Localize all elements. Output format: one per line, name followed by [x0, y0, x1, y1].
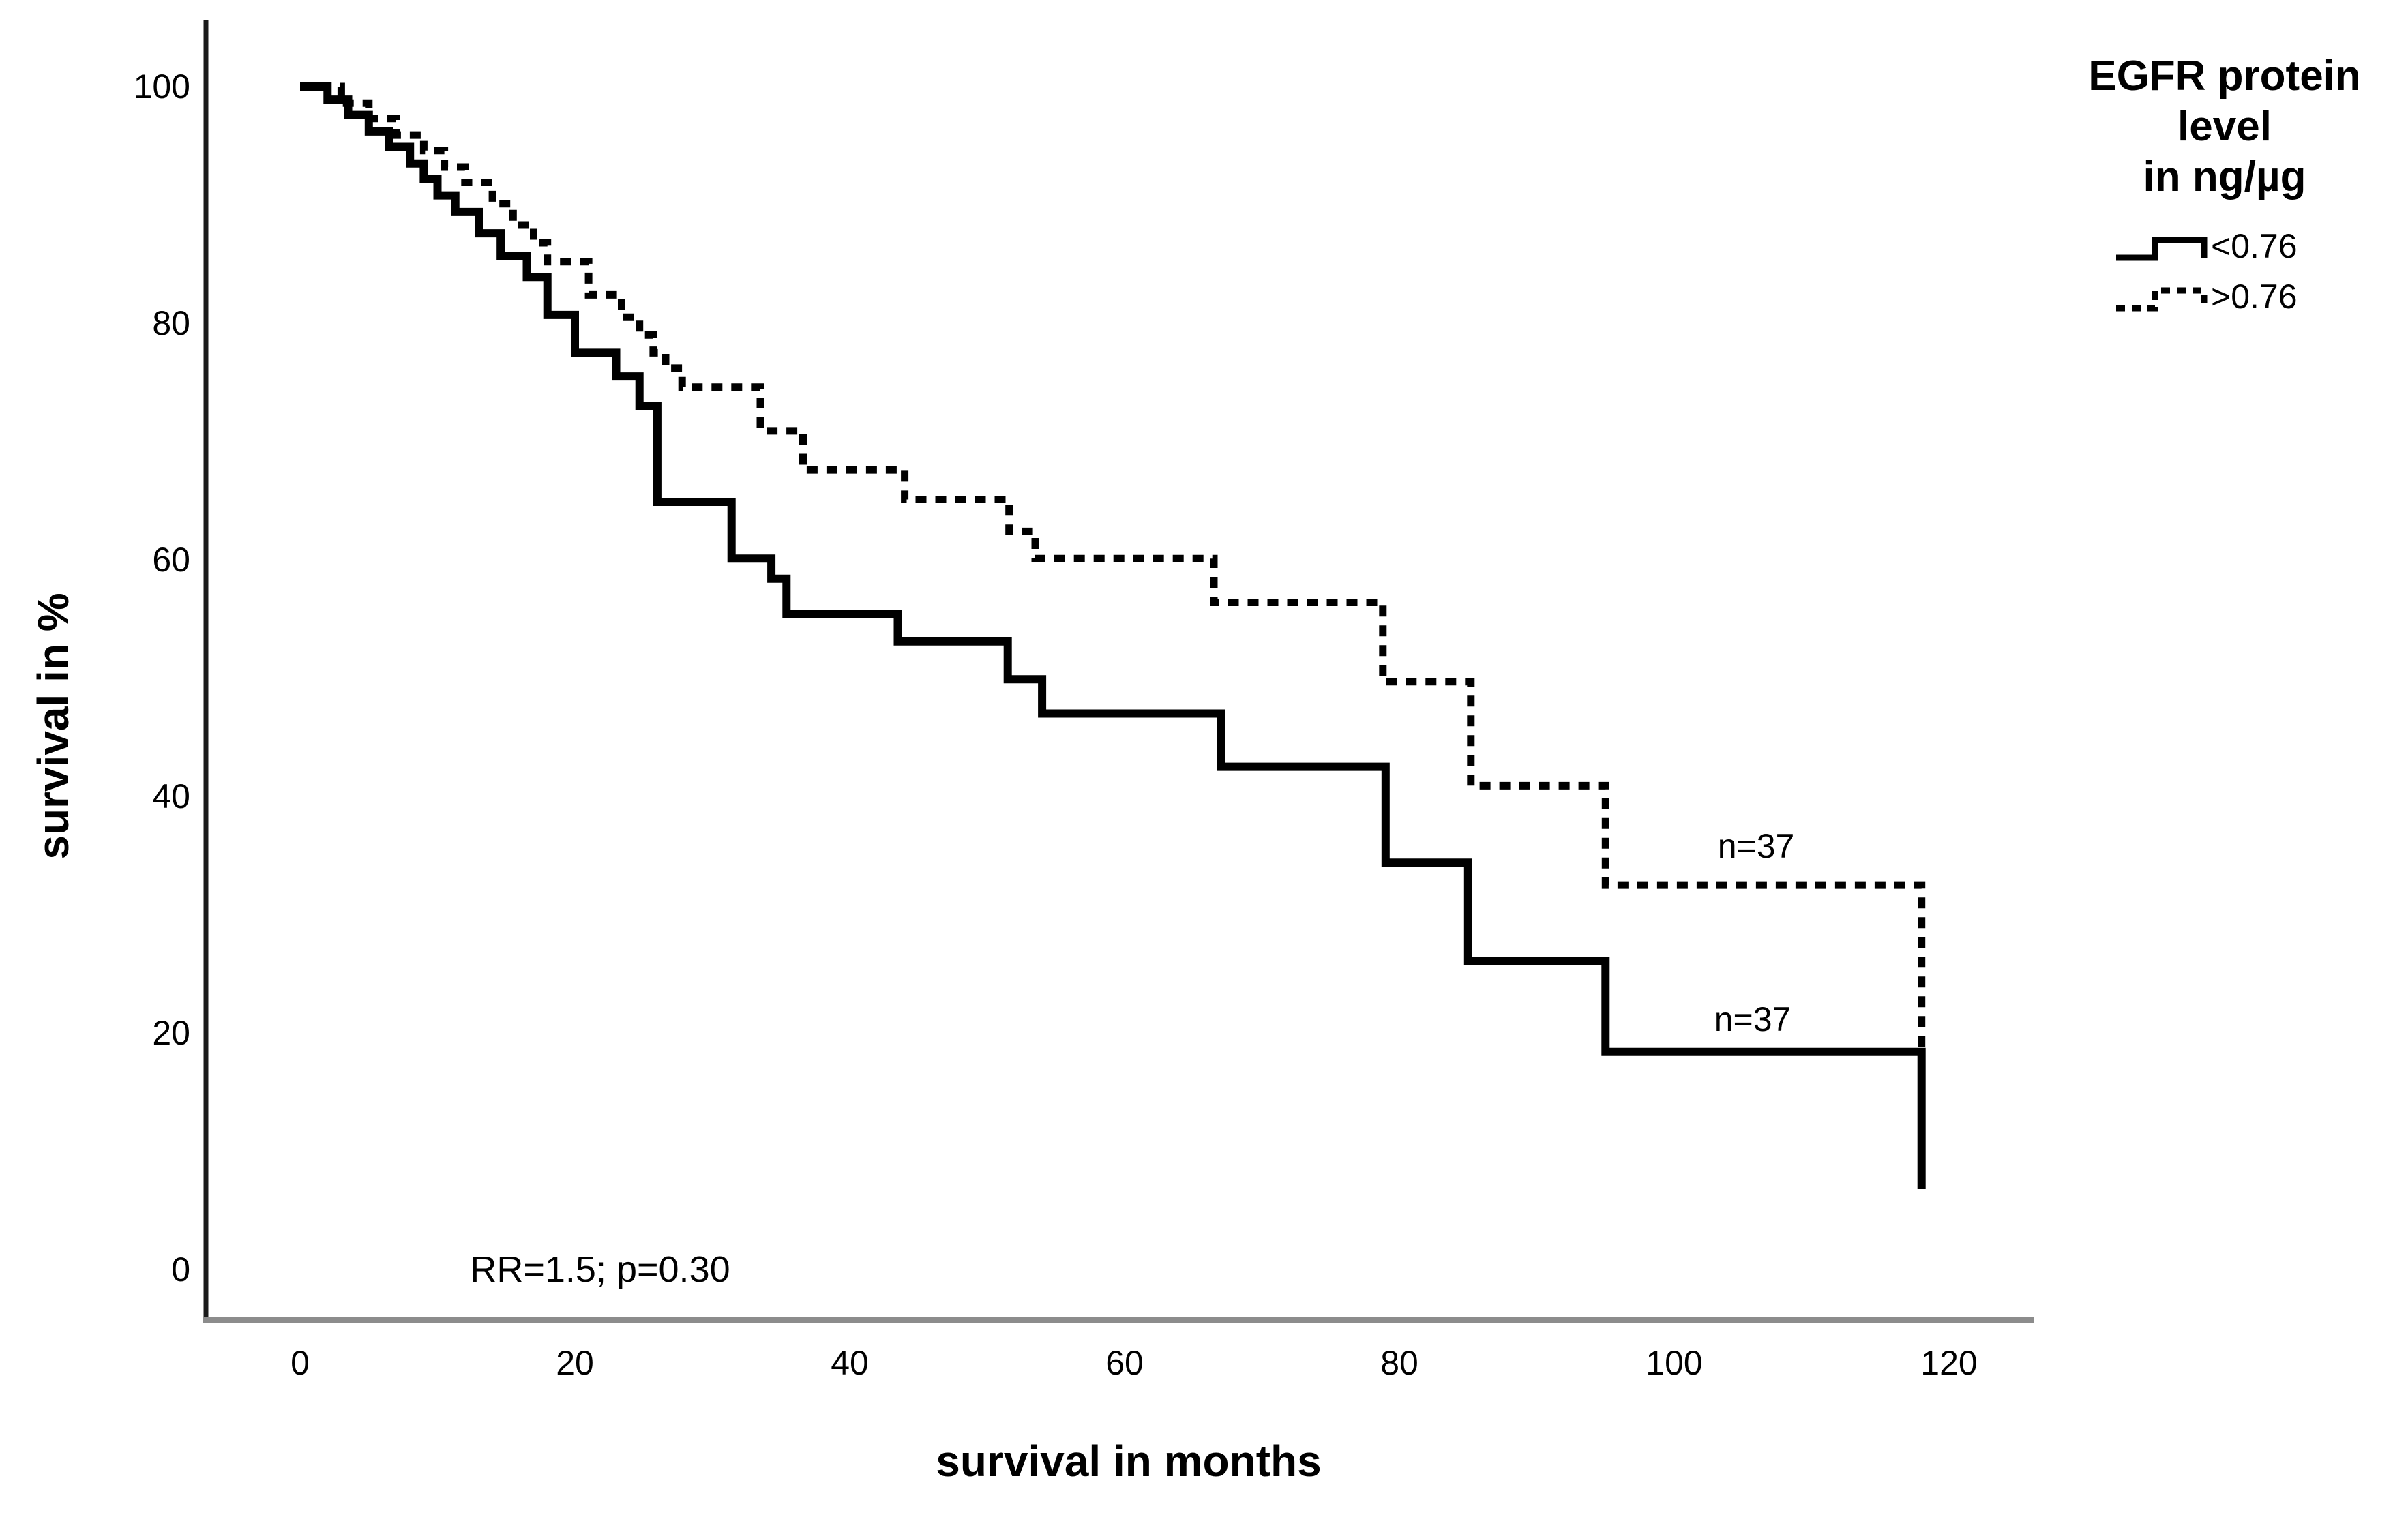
dashed-line-swatch-icon [2116, 287, 2208, 312]
y-axis-title: survival in % [29, 592, 78, 859]
legend-title-line-3: in ng/µg [2143, 153, 2306, 200]
x-tick-label-100: 100 [1646, 1344, 1702, 1382]
x-tick-label-0: 0 [291, 1344, 310, 1382]
y-tick-label-80: 80 [152, 304, 190, 342]
n-count-label-dashed: n=37 [1718, 827, 1795, 865]
legend-entry-solid-label: <0.76 [2211, 227, 2298, 265]
legend-title-line-1: EGFR protein [2088, 52, 2361, 100]
x-tick-label-20: 20 [556, 1344, 594, 1382]
y-tick-label-100: 100 [134, 68, 190, 106]
legend-title-line-2: level [2177, 103, 2272, 150]
survival-curves [300, 82, 1926, 1189]
survival-curve-solid-lt076 [300, 82, 1926, 1189]
x-tick-label-120: 120 [1920, 1344, 1977, 1382]
survival-curve-dashed-gt076 [300, 82, 1926, 1049]
x-axis-title: survival in months [936, 1437, 1321, 1486]
x-tick-label-60: 60 [1105, 1344, 1144, 1382]
y-tick-label-60: 60 [152, 541, 190, 579]
rr-pvalue-annotation: RR=1.5; p=0.30 [470, 1249, 730, 1290]
n-count-label-solid: n=37 [1714, 1000, 1792, 1038]
x-tick-label-40: 40 [831, 1344, 869, 1382]
legend-entry-dashed-label: >0.76 [2211, 278, 2298, 316]
y-tick-label-20: 20 [152, 1014, 190, 1052]
solid-line-swatch-icon [2116, 237, 2208, 261]
legend-entry-dashed: >0.76 [2116, 278, 2298, 316]
legend-entry-solid: <0.76 [2116, 227, 2298, 265]
y-tick-label-40: 40 [152, 777, 190, 815]
y-tick-label-0: 0 [171, 1250, 190, 1289]
x-tick-label-80: 80 [1380, 1344, 1418, 1382]
y-axis-tick-labels: 0 20 40 60 80 100 [134, 68, 190, 1289]
x-axis-tick-labels: 0 20 40 60 80 100 120 [291, 1344, 1978, 1382]
legend: EGFR protein level in ng/µg <0.76 >0.76 [2088, 52, 2361, 316]
